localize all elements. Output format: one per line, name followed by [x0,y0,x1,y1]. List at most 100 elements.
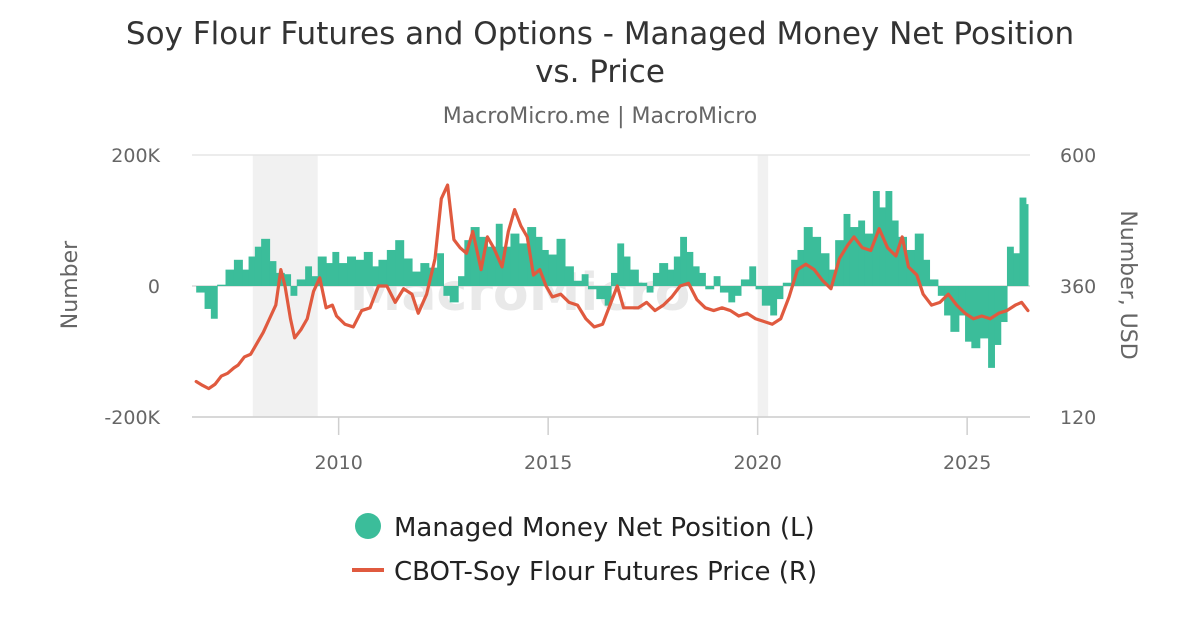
net-position-bar [217,284,227,286]
legend: Managed Money Net Position (L) CBOT-Soy … [352,513,817,587]
net-position-bar [776,286,784,300]
net-position-bar [646,286,654,293]
net-position-bar [204,286,212,309]
net-position-bar [879,207,887,286]
net-position-bar [749,266,757,286]
price-line [194,183,1030,391]
net-position-bar [937,286,945,296]
net-position-bar [420,263,430,286]
net-position-bar [914,233,924,286]
net-position-bar [604,286,612,306]
net-position-bar [254,246,262,286]
net-position-bar [828,269,836,286]
net-position-bar [458,276,465,286]
net-position-bar [1019,197,1027,286]
net-position-bar [548,254,558,286]
net-position-bar [734,286,742,296]
net-position-bar [623,256,631,286]
net-position-bar [443,286,451,296]
net-position-bar [210,286,218,319]
net-position-bar [673,256,681,286]
legend-price-label: CBOT-Soy Flour Futures Price (R) [394,557,817,587]
net-position-bar [843,213,851,286]
net-position-bar [979,286,989,339]
net-position-bar [581,274,589,286]
net-position-bar [680,236,688,286]
net-position-bar [923,259,931,286]
net-position-bar [261,238,271,286]
net-position-bar [898,236,907,286]
net-position-bar [885,191,893,286]
x-axis-ticks: 2010 2015 2020 2025 [192,416,1030,474]
price-line-layer [194,183,1030,391]
net-position-bar [611,272,618,286]
left-axis-ticks: -200K 0 200K [104,145,160,429]
net-position-bar [296,279,306,286]
right-axis-ticks: 120 360 600 [1060,145,1096,429]
net-position-bar [944,286,951,316]
net-position-bar [437,253,444,286]
net-position-bar [495,223,503,286]
net-position-bar [284,274,292,286]
net-position-bar [988,286,995,368]
net-position-bar [248,256,256,286]
net-position-bar [363,251,373,286]
net-position-bar [326,263,333,286]
net-position-bar [761,286,771,306]
x-tick-label: 2025 [943,452,991,474]
net-position-bar [196,286,206,293]
net-position-bar [698,272,706,286]
net-position-bar [464,240,472,286]
right-tick-label: 600 [1060,145,1096,167]
net-position-bar [535,236,543,286]
net-position-bar [470,227,480,286]
net-position-bar [518,243,528,286]
right-tick-label: 120 [1060,407,1096,429]
net-position-bar [929,279,939,286]
net-position-bar [719,286,729,293]
net-position-bar [849,227,859,286]
net-position-bar [587,286,597,290]
x-tick-label: 2020 [733,452,781,474]
net-position-bar [378,259,388,286]
chart-title-line-2: vs. Price [535,54,665,90]
net-position-bar [386,249,396,286]
net-position-bar [449,286,459,303]
net-position-bar [269,261,277,286]
net-position-bar [659,263,669,286]
chart-subtitle: MacroMicro.me | MacroMicro [443,104,758,129]
net-position-bar [820,253,830,286]
net-position-bar [290,286,298,296]
net-position-bar [541,249,549,286]
net-position-bar [705,286,715,290]
net-position-bar [311,276,319,286]
chart-title-line-1: Soy Flour Futures and Options - Managed … [126,16,1074,52]
net-position-bar [372,266,380,286]
net-position-bar [740,279,750,286]
net-position-bar [958,286,966,316]
net-position-bar [242,269,250,286]
right-axis-title: Number, USD [1115,210,1140,359]
right-tick-label: 360 [1060,276,1096,298]
net-position-bar [596,286,606,300]
net-position-bar [1000,286,1008,323]
net-position-bar [728,286,736,303]
net-position-bar [791,259,799,286]
net-position-bar [858,220,866,286]
net-position-bar [950,286,960,332]
net-position-bar [338,263,348,286]
net-position-bar [403,258,413,286]
left-tick-label: 200K [111,145,160,167]
net-position-bar [1025,204,1029,286]
net-position-bar [692,266,700,286]
net-position-bar [770,286,778,316]
net-position-bar [564,266,574,286]
net-position-bar [347,256,357,286]
net-position-bar [686,251,694,286]
net-position-bar [652,272,660,286]
net-position-bar [502,246,512,286]
net-position-bar [629,269,639,286]
net-position-bar [305,266,313,286]
legend-net-position-marker [355,513,381,539]
